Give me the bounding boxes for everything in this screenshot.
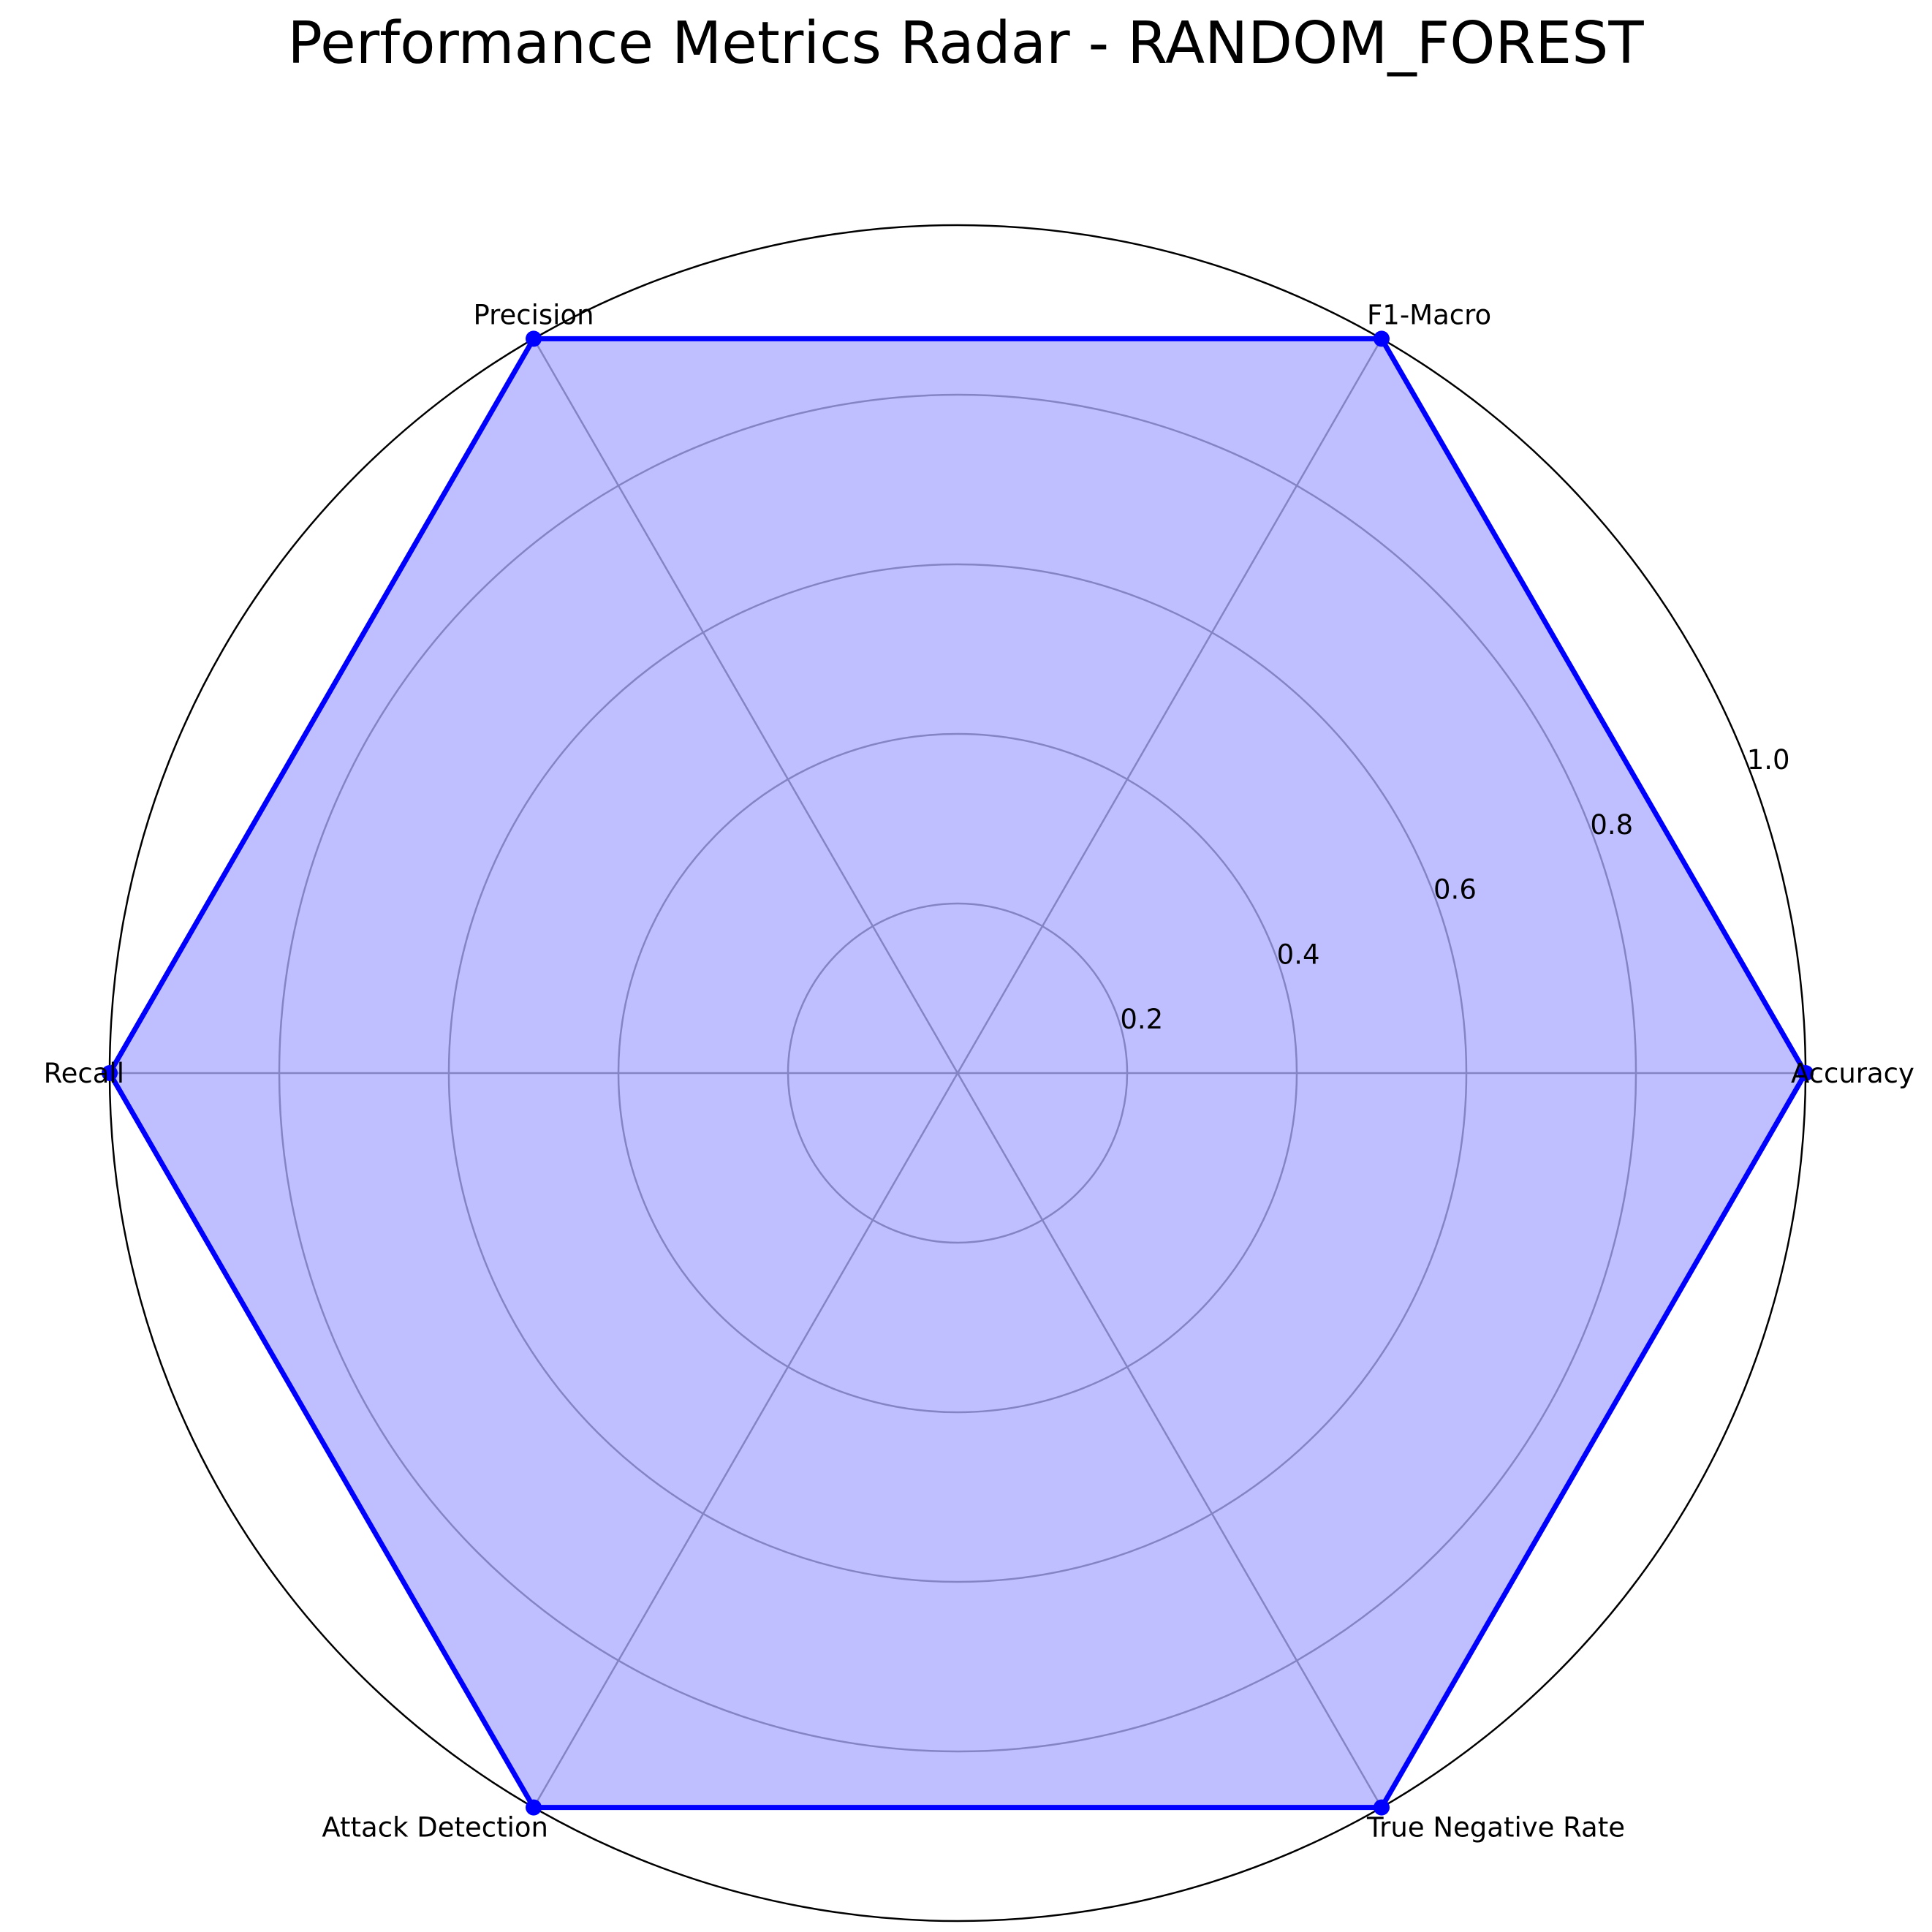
r-tick-label-0: 0.2: [1120, 1004, 1163, 1035]
r-tick-label-3: 0.8: [1590, 809, 1633, 841]
category-label-1: F1-Macro: [1367, 299, 1491, 330]
r-tick-label-2: 0.6: [1433, 874, 1477, 906]
chart-title: Performance Metrics Radar - RANDOM_FORES…: [287, 10, 1644, 77]
category-label-3: Recall: [44, 1058, 124, 1089]
series-layer: [102, 330, 1814, 1816]
r-tick-label-4: 1.0: [1747, 744, 1790, 776]
label-layer: Accuracy F1-Macro Precision Recall Attack De…: [44, 299, 1914, 1843]
data-point-0: [1797, 1065, 1814, 1081]
grid-spoke-5: [956, 1072, 1383, 1808]
data-point-4: [526, 1799, 542, 1816]
data-point-5: [1374, 1799, 1390, 1816]
grid-spoke-4: [532, 1072, 959, 1808]
grid-spoke-1: [956, 338, 1383, 1074]
data-point-1: [1374, 330, 1390, 347]
series-fill-0: [110, 338, 1806, 1808]
data-point-3: [102, 1065, 118, 1081]
category-label-4: Attack Detection: [322, 1812, 548, 1844]
category-label-5: True Negative Rate: [1366, 1812, 1625, 1844]
category-label-2: Precision: [473, 299, 594, 330]
r-tick-label-1: 0.4: [1277, 939, 1320, 970]
category-label-0: Accuracy: [1791, 1058, 1914, 1089]
data-point-2: [526, 330, 542, 347]
grid-spoke-2: [532, 338, 959, 1074]
